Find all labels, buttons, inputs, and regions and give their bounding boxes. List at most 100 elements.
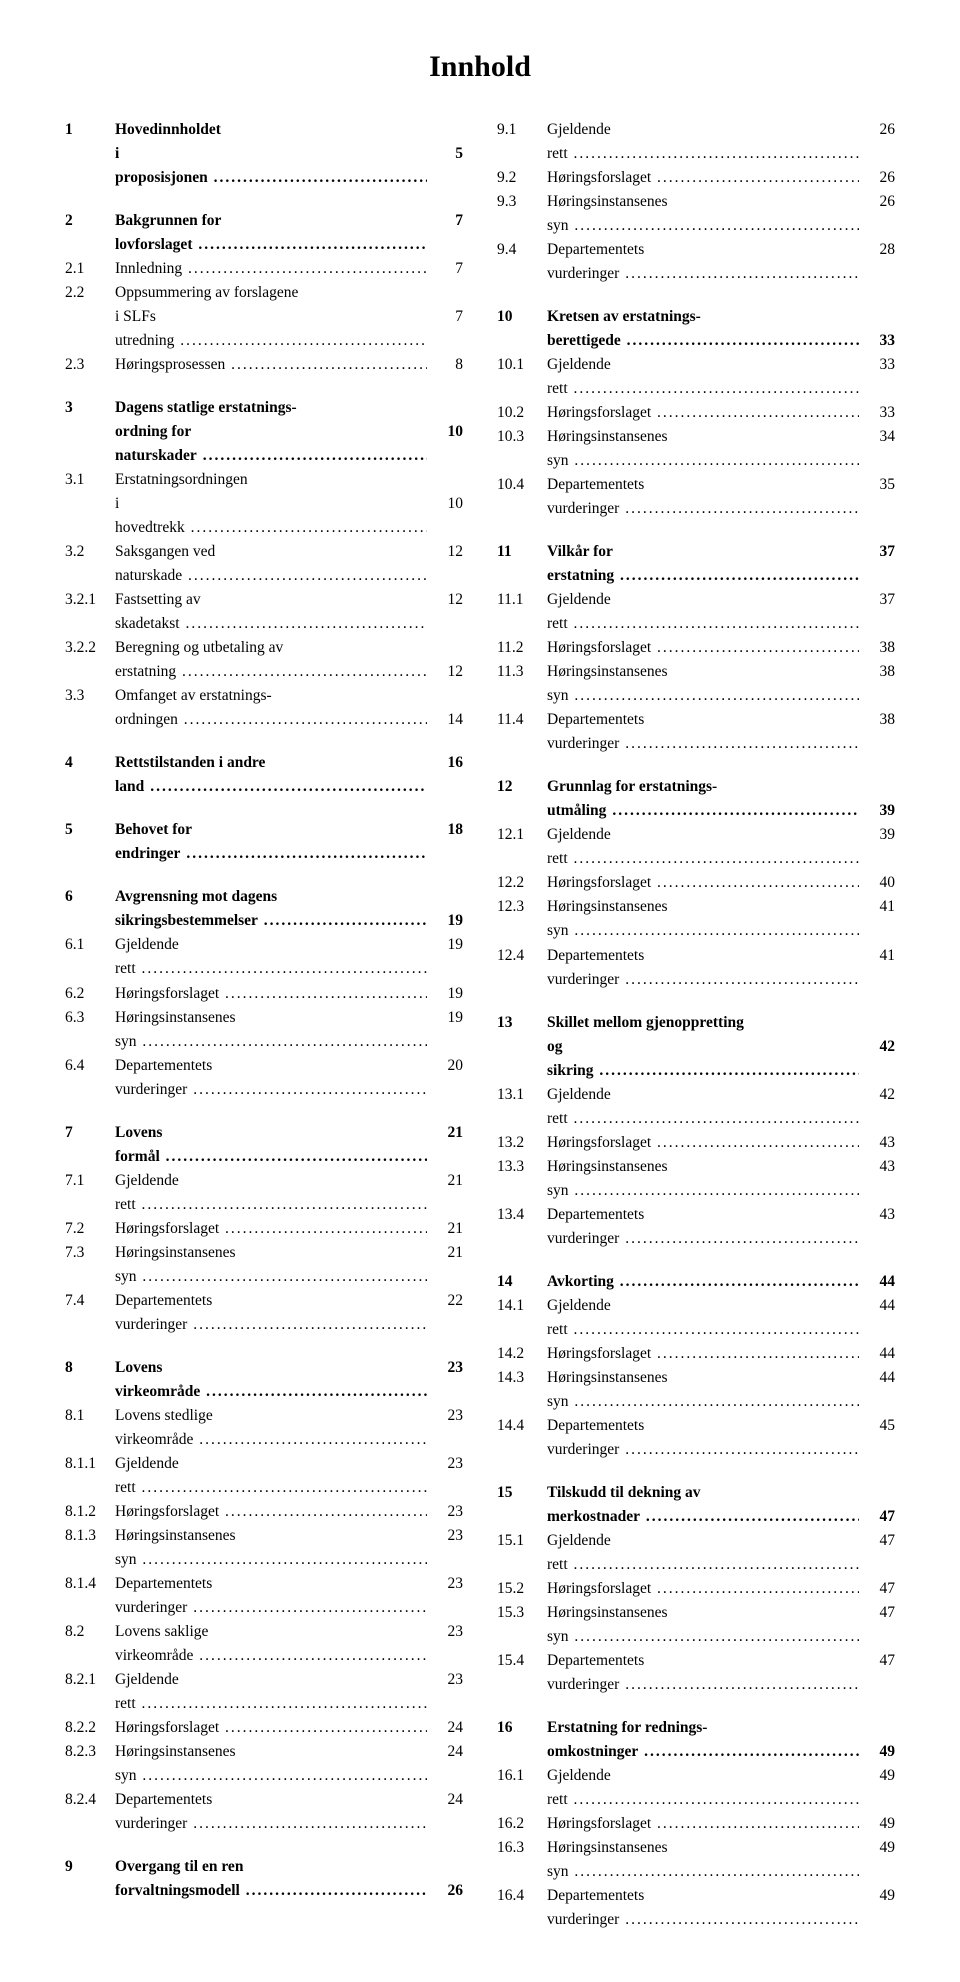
toc-number: 1 xyxy=(65,118,115,142)
toc-text: Gjeldende rett xyxy=(547,823,859,871)
toc-row: 11.2Høringsforslaget38 xyxy=(497,636,895,660)
toc-page: 21 xyxy=(427,1169,463,1193)
toc-page: 47 xyxy=(859,1529,895,1553)
toc-text: Høringsforslaget xyxy=(547,1131,859,1155)
toc-text: Gjeldende rett xyxy=(547,353,859,401)
toc-row: omkostninger49 xyxy=(497,1740,895,1764)
toc-row: 13.4Departementets vurderinger43 xyxy=(497,1203,895,1251)
toc-row: 2.1Innledning7 xyxy=(65,257,463,281)
toc-row: 11Vilkår for erstatning37 xyxy=(497,540,895,588)
toc-text: Vilkår for erstatning xyxy=(547,540,859,588)
toc-number: 9.3 xyxy=(497,190,547,214)
toc-number: 6.3 xyxy=(65,1006,115,1030)
toc-text: Erstatningsordningen xyxy=(115,468,427,492)
toc-page: 44 xyxy=(859,1270,895,1294)
toc-page: 39 xyxy=(859,799,895,823)
toc-text: Gjeldende rett xyxy=(547,1529,859,1577)
toc-number: 9.4 xyxy=(497,238,547,262)
toc-page: 7 xyxy=(427,209,463,233)
toc-page: 23 xyxy=(427,1500,463,1524)
toc-page: 26 xyxy=(427,1879,463,1903)
toc-page: 33 xyxy=(859,329,895,353)
toc-number: 10.1 xyxy=(497,353,547,377)
toc-page: 41 xyxy=(859,944,895,968)
toc-text: Grunnlag for erstatnings- xyxy=(547,775,859,799)
toc-text: Høringsforslaget xyxy=(547,166,859,190)
toc-page: 34 xyxy=(859,425,895,449)
toc-row: 9.2Høringsforslaget26 xyxy=(497,166,895,190)
toc-row: 11.4Departementets vurderinger38 xyxy=(497,708,895,756)
toc-text: Høringsinstansenes syn xyxy=(115,1241,427,1289)
toc-number: 5 xyxy=(65,818,115,842)
toc-text: Høringsinstansenes syn xyxy=(547,1155,859,1203)
toc-text: Høringsinstansenes syn xyxy=(547,660,859,708)
toc-page: 43 xyxy=(859,1131,895,1155)
toc-text: Høringsinstansenes syn xyxy=(547,1836,859,1884)
toc-number: 15.2 xyxy=(497,1577,547,1601)
toc-row: 14Avkorting44 xyxy=(497,1270,895,1294)
toc-page: 24 xyxy=(427,1788,463,1812)
toc-number: 8.2.1 xyxy=(65,1668,115,1692)
toc-number: 11.3 xyxy=(497,660,547,684)
toc-row: 9Overgang til en ren xyxy=(65,1855,463,1879)
toc-page: 26 xyxy=(859,166,895,190)
toc-text: merkostnader xyxy=(547,1505,859,1529)
toc-text: Høringsinstansenes syn xyxy=(547,425,859,473)
toc-page: 42 xyxy=(859,1035,895,1059)
toc-text: Gjeldende rett xyxy=(115,1169,427,1217)
toc-text: Gjeldende rett xyxy=(547,1294,859,1342)
toc-page: 21 xyxy=(427,1241,463,1265)
toc-page: 39 xyxy=(859,823,895,847)
toc-page: 12 xyxy=(427,660,463,684)
toc-text: ordning for naturskader xyxy=(115,420,427,468)
toc-page: 8 xyxy=(427,353,463,377)
toc-text: sikringsbestemmelser xyxy=(115,909,427,933)
toc-row: berettigede33 xyxy=(497,329,895,353)
toc-number: 8.2 xyxy=(65,1620,115,1644)
toc-row: 14.3Høringsinstansenes syn44 xyxy=(497,1366,895,1414)
toc-number: 9.1 xyxy=(497,118,547,142)
toc-number: 15.4 xyxy=(497,1649,547,1673)
toc-columns: 1Hovedinnholdeti proposisjonen52Bakgrunn… xyxy=(65,118,895,1932)
toc-row: i hovedtrekk10 xyxy=(65,492,463,540)
toc-spacer xyxy=(65,799,463,818)
toc-page: 16 xyxy=(427,751,463,775)
toc-number: 8.2.3 xyxy=(65,1740,115,1764)
toc-number: 11.1 xyxy=(497,588,547,612)
toc-number: 8.2.2 xyxy=(65,1716,115,1740)
toc-text: Lovens stedlige virkeområde xyxy=(115,1404,427,1452)
toc-row: 12.2Høringsforslaget40 xyxy=(497,871,895,895)
toc-row: 13Skillet mellom gjenoppretting xyxy=(497,1011,895,1035)
toc-row: erstatning12 xyxy=(65,660,463,684)
toc-text: i SLFs utredning xyxy=(115,305,427,353)
toc-text: Beregning og utbetaling av xyxy=(115,636,427,660)
toc-page: 23 xyxy=(427,1404,463,1428)
toc-number: 14.2 xyxy=(497,1342,547,1366)
toc-page: 44 xyxy=(859,1342,895,1366)
toc-text: i proposisjonen xyxy=(115,142,427,190)
toc-number: 9.2 xyxy=(497,166,547,190)
toc-number: 2.2 xyxy=(65,281,115,305)
toc-page: 37 xyxy=(859,540,895,564)
toc-text: Departementets vurderinger xyxy=(115,1788,427,1836)
toc-spacer xyxy=(497,992,895,1011)
toc-row: forvaltningsmodell26 xyxy=(65,1879,463,1903)
toc-page: 47 xyxy=(859,1505,895,1529)
toc-page: 7 xyxy=(427,257,463,281)
toc-row: 6Avgrensning mot dagens xyxy=(65,885,463,909)
toc-row: 16Erstatning for rednings- xyxy=(497,1716,895,1740)
toc-text: Tilskudd til dekning av xyxy=(547,1481,859,1505)
toc-text: Departementets vurderinger xyxy=(547,708,859,756)
toc-page: 33 xyxy=(859,401,895,425)
toc-text: Høringsinstansenes syn xyxy=(547,1601,859,1649)
toc-number: 7 xyxy=(65,1121,115,1145)
toc-number: 8.1.1 xyxy=(65,1452,115,1476)
toc-row: 8.2.1Gjeldende rett23 xyxy=(65,1668,463,1716)
toc-page: 19 xyxy=(427,1006,463,1030)
toc-row: 8.1Lovens stedlige virkeområde23 xyxy=(65,1404,463,1452)
toc-page: 23 xyxy=(427,1620,463,1644)
toc-page: 23 xyxy=(427,1356,463,1380)
toc-row: 6.4Departementets vurderinger20 xyxy=(65,1054,463,1102)
toc-number: 13.4 xyxy=(497,1203,547,1227)
toc-page: 33 xyxy=(859,353,895,377)
